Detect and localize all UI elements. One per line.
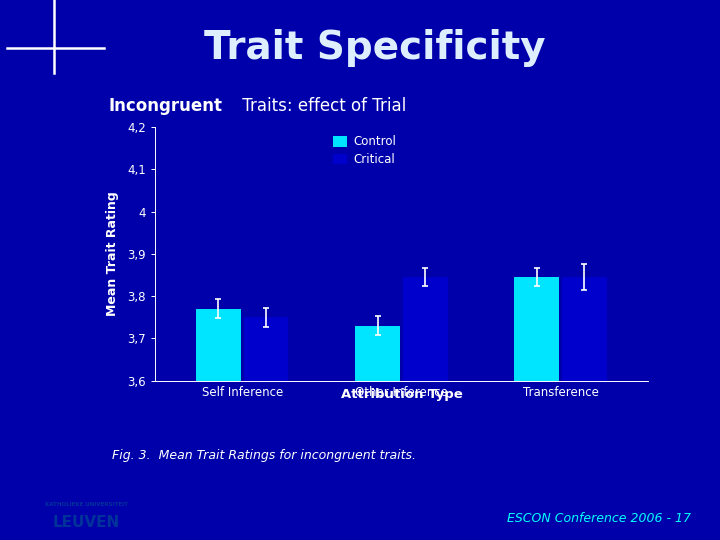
Bar bbox=[355, 326, 400, 540]
Text: Incongruent: Incongruent bbox=[108, 97, 222, 115]
Text: ESCON Conference 2006 - 17: ESCON Conference 2006 - 17 bbox=[507, 512, 691, 525]
Text: Traits: effect of Trial: Traits: effect of Trial bbox=[237, 97, 406, 115]
Bar bbox=[244, 318, 289, 540]
Bar bbox=[403, 277, 448, 540]
Text: Trait Specificity: Trait Specificity bbox=[204, 29, 545, 67]
Bar bbox=[514, 277, 559, 540]
Y-axis label: Mean Trait Rating: Mean Trait Rating bbox=[106, 191, 119, 316]
Legend: Control, Critical: Control, Critical bbox=[333, 136, 396, 166]
Bar bbox=[562, 277, 607, 540]
Text: Fig. 3.  Mean Trait Ratings for incongruent traits.: Fig. 3. Mean Trait Ratings for incongrue… bbox=[112, 449, 415, 462]
Bar bbox=[196, 309, 240, 540]
Text: Attribution Type: Attribution Type bbox=[341, 388, 462, 401]
